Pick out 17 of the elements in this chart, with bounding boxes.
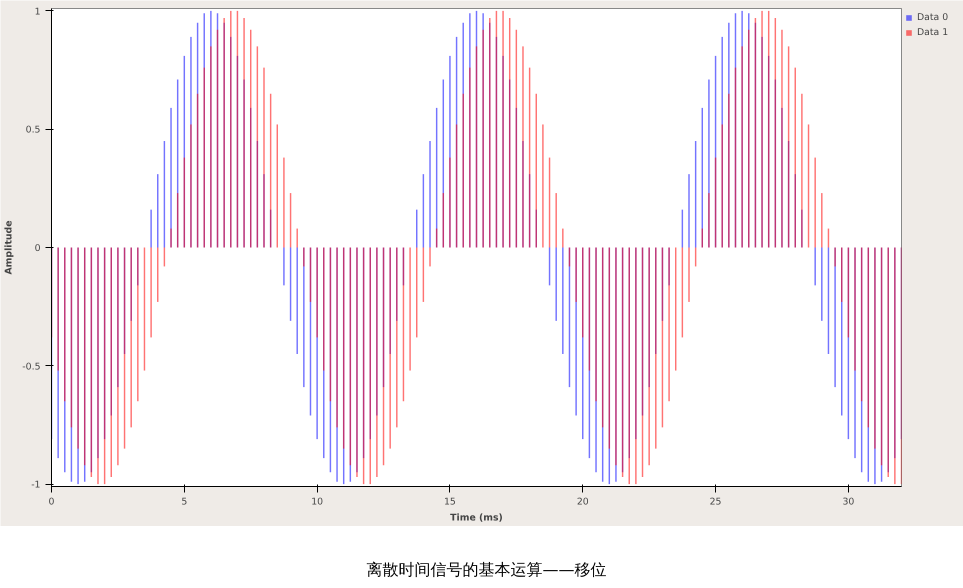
x-axis-title: Time (ms) [450,512,503,524]
x-tick-label: 5 [181,496,188,508]
x-tick-label: 25 [710,496,722,508]
y-tick-label: -1 [31,480,41,491]
x-tick-label: 20 [576,496,589,508]
y-tick-label: 1 [34,6,41,18]
x-tick-label: 30 [842,496,854,508]
x-tick-label: 0 [48,496,55,508]
x-tick-label: 15 [444,496,456,508]
text: 离散时间信号的基本运算——移位 [366,559,606,581]
x-tick-label: 10 [311,496,324,508]
legend-label: Data 1 [917,27,948,38]
y-tick-label: 0 [34,243,41,254]
y-tick-label: -0.5 [22,361,41,372]
y-axis-title: Amplitude [3,220,14,275]
legend-label: Data 0 [917,12,948,23]
y-tick-label: 0.5 [26,124,41,136]
